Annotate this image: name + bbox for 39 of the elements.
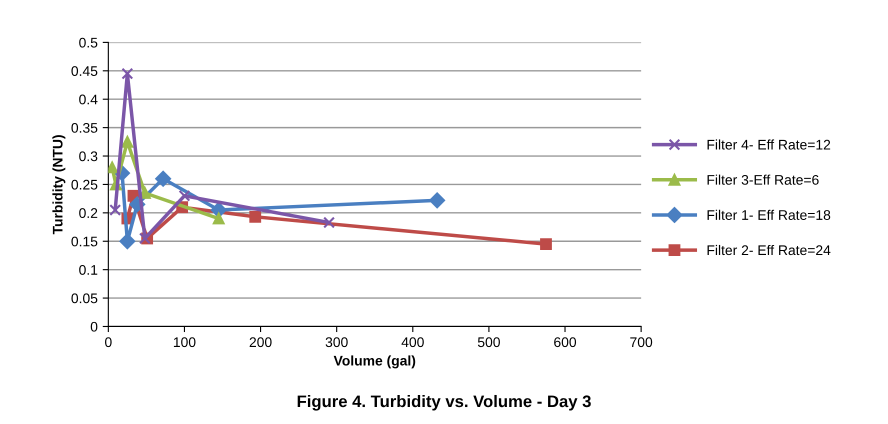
- x-tick-label: 600: [554, 337, 576, 348]
- x-tick-label: 100: [174, 337, 196, 348]
- point: [138, 187, 151, 199]
- y-tick-label: 0.1: [79, 265, 98, 275]
- y-tick-label: 0.5: [79, 38, 98, 48]
- point: [540, 238, 552, 250]
- text: Figure 4. Turbidity vs. Volume - Day 3: [298, 394, 591, 411]
- x-tick-label: 300: [326, 337, 348, 348]
- point: [249, 210, 262, 223]
- x-axis-title: Volume (gal): [334, 355, 416, 368]
- legend-label: Filter 2- Eff Rate=24: [708, 244, 830, 256]
- point: [178, 190, 190, 202]
- point: [138, 232, 151, 244]
- y-axis-title: Turbidity (NTU): [52, 135, 66, 234]
- point: [429, 192, 446, 208]
- y-tick-label: 0: [90, 322, 98, 332]
- x-tick-label: 400: [402, 337, 424, 348]
- legend-label: Filter 4- Eff Rate=12: [708, 139, 830, 150]
- x-tick-label: 0: [105, 337, 112, 348]
- point: [119, 233, 136, 250]
- y-tick-label: 0.05: [71, 293, 98, 304]
- point: [109, 204, 122, 216]
- x-tick-label: 700: [630, 337, 652, 348]
- y-tick-label: 0.25: [71, 180, 98, 190]
- y-tick-label: 0.15: [71, 236, 98, 246]
- y-tick-label: 0.3: [79, 151, 98, 162]
- legend-label: Filter 3-Eff Rate=6: [708, 174, 819, 185]
- point: [121, 136, 134, 148]
- point: [212, 212, 225, 224]
- point: [323, 216, 335, 228]
- y-tick-label: 0.4: [79, 94, 98, 104]
- x-tick-label: 500: [478, 337, 500, 348]
- x-tick-label: 200: [250, 337, 272, 348]
- y-tick-label: 0.45: [71, 66, 98, 76]
- point: [155, 170, 172, 187]
- point: [121, 68, 134, 80]
- y-tick-label: 0.2: [79, 208, 98, 218]
- y-tick-label: 0.35: [71, 122, 98, 133]
- legend-label: Filter 1- Eff Rate=18: [708, 210, 830, 220]
